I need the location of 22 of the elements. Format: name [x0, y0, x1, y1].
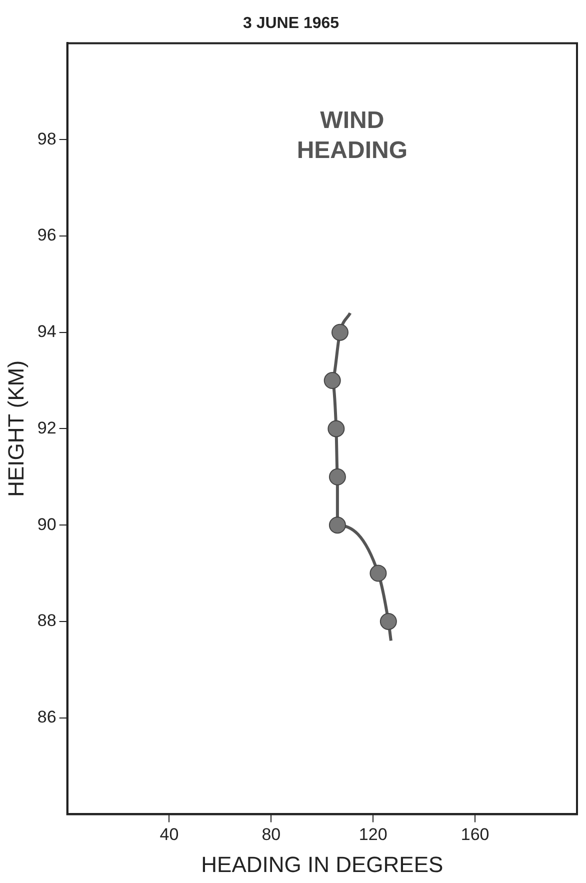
y-axis-title: HEIGHT (KM) [3, 360, 28, 497]
point [328, 516, 346, 534]
y-tick-label: 86 [37, 708, 56, 727]
point [328, 468, 346, 486]
y-tick-label: 88 [37, 611, 56, 630]
y-tick-label: 90 [37, 514, 56, 534]
point [328, 420, 345, 438]
x-tick-label: 40 [160, 825, 179, 844]
y-tick-label: 94 [37, 322, 56, 342]
x-tick-label: 120 [358, 825, 388, 844]
point [331, 324, 348, 341]
point [380, 612, 397, 630]
x-axis-title: HEADING IN DEGREES [201, 852, 444, 877]
chart-title: 3 JUNE 1965 [242, 15, 340, 32]
x-tick-label: 160 [460, 825, 490, 844]
y-tick-label: 98 [37, 129, 56, 148]
y-tick-label: 96 [37, 226, 56, 245]
x-tick-label: 80 [262, 825, 281, 844]
y-tick-label: 92 [37, 418, 56, 438]
point [370, 564, 387, 582]
point [324, 372, 341, 390]
annotation: WIND HEADING [296, 107, 408, 164]
